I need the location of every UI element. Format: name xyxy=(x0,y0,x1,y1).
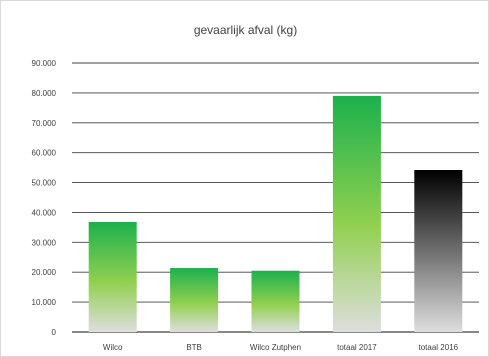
y-tick-label: 70.000 xyxy=(32,119,57,128)
bar-totaal-2016 xyxy=(414,170,463,332)
y-tick-label: 0 xyxy=(52,328,57,337)
bar-wilco-zutphen xyxy=(251,270,300,332)
bar-totaal-2017 xyxy=(332,95,381,332)
x-category-label: Wilco Zutphen xyxy=(250,343,301,352)
x-category-label: totaal 2016 xyxy=(419,343,459,352)
x-category-label: BTB xyxy=(186,343,202,352)
y-tick-label: 60.000 xyxy=(32,149,57,158)
chart-title: gevaarlijk afval (kg) xyxy=(193,23,298,37)
x-category-label: totaal 2017 xyxy=(337,343,377,352)
y-tick-label: 10.000 xyxy=(32,298,57,307)
bar-wilco xyxy=(88,222,137,332)
y-tick-label: 50.000 xyxy=(32,179,57,188)
y-tick-label: 40.000 xyxy=(32,208,57,217)
y-tick-label: 80.000 xyxy=(32,89,57,98)
x-category-label: Wilco xyxy=(103,343,123,352)
y-tick-label: 30.000 xyxy=(32,238,57,247)
y-tick-label: 90.000 xyxy=(32,59,57,68)
y-tick-label: 20.000 xyxy=(32,268,57,277)
bar-btb xyxy=(170,268,219,332)
